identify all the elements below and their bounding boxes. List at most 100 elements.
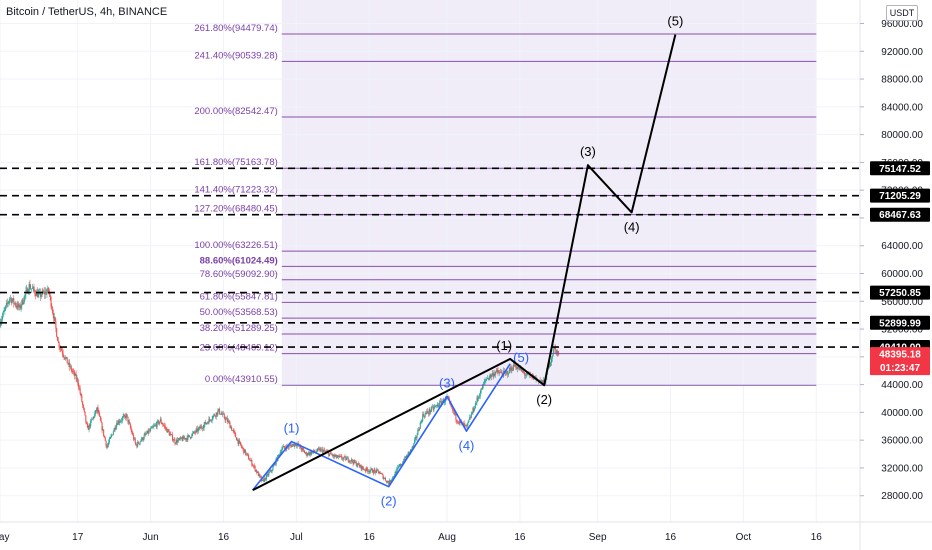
candle-body xyxy=(56,336,59,341)
candle-body xyxy=(333,454,335,457)
candle-body xyxy=(99,416,101,421)
candle-body xyxy=(158,420,160,424)
candle-body xyxy=(266,473,268,475)
candle-body xyxy=(128,421,130,423)
last-price-badge xyxy=(870,347,930,376)
candle-body xyxy=(516,367,519,369)
candle-body xyxy=(320,448,322,452)
candle-body xyxy=(344,456,346,458)
elliott-waves-layer[interactable]: (1)(2)(3)(4)(5)(1)(2)(3)(4)(5) xyxy=(252,14,684,509)
candle-body xyxy=(239,441,242,445)
candle-body xyxy=(195,429,197,433)
candle-body xyxy=(509,367,511,371)
candle-body xyxy=(272,466,274,471)
candle-body xyxy=(427,412,429,414)
candle-body xyxy=(390,480,392,483)
candle-body xyxy=(301,448,303,451)
candle-body xyxy=(280,452,282,454)
candle-body xyxy=(295,443,297,446)
candle-body xyxy=(434,406,436,408)
fib-level-label: 200.00%(82542.47) xyxy=(194,106,277,117)
candle-body xyxy=(376,469,378,473)
major-wave-label: (4) xyxy=(624,219,640,234)
candle-body xyxy=(352,461,354,464)
candle-body xyxy=(416,434,418,438)
candle-body xyxy=(94,413,96,418)
candle-body xyxy=(282,446,284,448)
major-wave-label: (3) xyxy=(580,144,596,159)
candle-body xyxy=(107,445,109,448)
candle-body xyxy=(157,420,159,422)
candle-body xyxy=(299,445,301,449)
candle-body xyxy=(77,378,79,383)
candle-body xyxy=(396,468,398,474)
candle-body xyxy=(265,477,267,480)
candle-body xyxy=(305,452,307,454)
candle-body xyxy=(426,411,428,414)
candle-body xyxy=(397,467,399,469)
candle-body xyxy=(234,431,236,434)
candle-body xyxy=(178,438,180,440)
candle-body xyxy=(555,349,557,354)
candle-body xyxy=(223,414,225,419)
price-tick-label: 36000.00 xyxy=(881,436,923,447)
major-wave-path[interactable] xyxy=(252,34,677,492)
candle-body xyxy=(66,357,68,364)
candle-body xyxy=(81,395,83,402)
candle-body xyxy=(108,438,110,443)
candle-body xyxy=(469,417,471,420)
candle-body xyxy=(415,437,417,438)
candle-body xyxy=(365,467,367,471)
candle-body xyxy=(121,417,123,421)
candle-body xyxy=(30,288,32,290)
minor-wave-label: (5) xyxy=(513,350,529,365)
candle-body xyxy=(73,371,75,373)
candle-body xyxy=(521,370,523,372)
candle-body xyxy=(188,435,190,437)
candle-body xyxy=(421,420,423,422)
candle-body xyxy=(18,303,20,308)
candle-body xyxy=(399,464,401,467)
currency-button[interactable]: USDT xyxy=(886,5,918,21)
candle-body xyxy=(350,460,352,462)
candle-body xyxy=(118,420,120,423)
candle-body xyxy=(378,471,380,474)
candle-body xyxy=(494,373,496,375)
candle-body xyxy=(465,425,467,427)
candle-body xyxy=(284,447,286,449)
candle-body xyxy=(282,447,284,450)
candle-body xyxy=(313,450,315,452)
chart-title[interactable]: Bitcoin / TetherUS, 4h, BINANCE xyxy=(6,6,168,18)
candle-body xyxy=(549,363,551,366)
fib-shade-layer xyxy=(281,0,817,386)
price-tick-label: 52000.00 xyxy=(881,325,923,336)
candle-body xyxy=(290,445,293,447)
candle-body xyxy=(22,299,24,304)
candle-body xyxy=(174,439,176,444)
candle-body xyxy=(422,414,425,417)
time-tick-label: Oct xyxy=(736,532,752,543)
candle-body xyxy=(256,471,259,473)
candle-body xyxy=(409,451,411,453)
candle-body xyxy=(173,439,175,441)
minor-wave-label: (1) xyxy=(284,421,300,436)
candle-body xyxy=(252,465,255,467)
candle-body xyxy=(278,454,280,456)
candle-body xyxy=(258,474,260,476)
candle-body xyxy=(116,423,118,428)
candle-body xyxy=(505,371,507,374)
candle-body xyxy=(9,298,11,302)
candle-body xyxy=(556,351,558,354)
fib-levels-layer[interactable]: 0.00%(43910.55) 23.60%(48469.12) 38.20%(51… xyxy=(194,23,817,386)
minor-wave-path[interactable] xyxy=(252,363,511,491)
candle-body xyxy=(431,406,433,408)
candle-body xyxy=(53,316,55,319)
candle-body xyxy=(383,478,385,479)
candle-body xyxy=(36,291,38,298)
candle-body xyxy=(72,371,74,372)
candle-body xyxy=(124,415,126,416)
price-tick-label: 40000.00 xyxy=(881,408,923,419)
fib-shade-region xyxy=(281,0,817,386)
candle-body xyxy=(205,423,208,425)
